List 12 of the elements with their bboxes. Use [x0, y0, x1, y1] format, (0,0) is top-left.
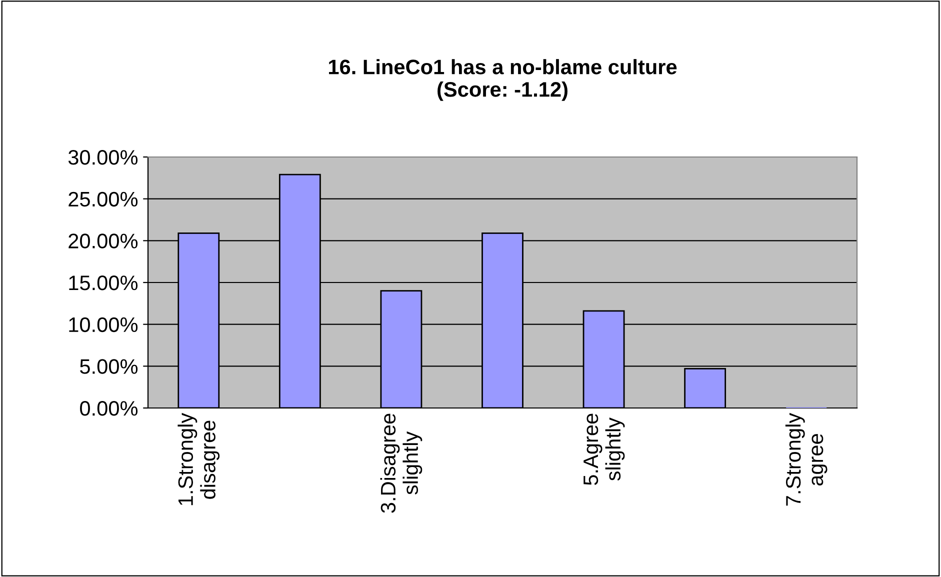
x-tick-label: 5.Agree slightly	[584, 414, 625, 485]
x-tick-label: 1.Strongly disagree	[178, 412, 220, 506]
chart-title: 16. LineCo1 has a no-blame culture (Score: -1.12)	[329, 59, 677, 101]
y-tick-label: 15.00%	[69, 276, 138, 290]
y-tick-label: 25.00%	[68, 192, 138, 207]
x-tick-label: 7.Strongly agree	[785, 412, 828, 506]
y-tick-label: 0.00%	[80, 401, 138, 416]
y-tick-label: 10.00%	[69, 317, 138, 332]
y-tick-label: 30.00%	[68, 150, 138, 165]
y-tick-label: 20.00%	[68, 234, 138, 248]
y-tick-label: 5.00%	[80, 359, 138, 374]
x-tick-label: 3.Disagree slightly	[380, 414, 422, 513]
